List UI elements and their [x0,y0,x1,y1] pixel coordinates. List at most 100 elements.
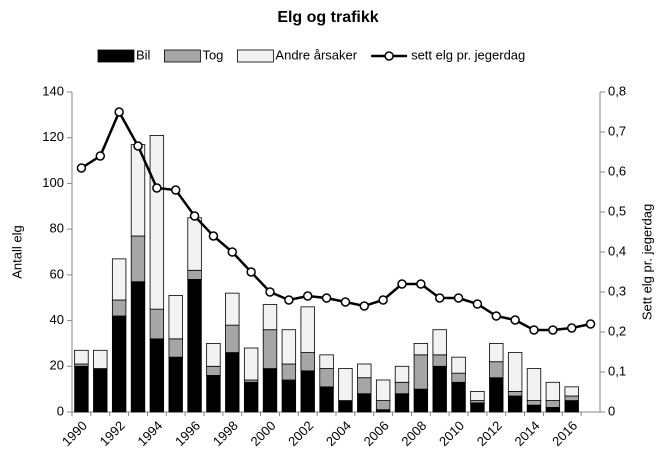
bar-segment [489,377,504,413]
x-tick-label: 2014 [511,418,542,449]
bar-segment [111,258,127,301]
line-marker [548,325,558,335]
legend-swatch [384,51,394,61]
bar-segment [187,269,202,280]
bar-segment [451,356,466,374]
x-tick-label: 2016 [549,418,580,449]
bar-segment [394,381,410,395]
bar-segment [93,349,108,369]
bar-segment [432,354,447,367]
bar-segment [319,354,334,369]
line-marker [265,287,275,297]
x-tick-label: 1990 [59,418,90,449]
bar-segment [357,393,372,413]
bar-segment [225,324,240,353]
line-marker [378,295,388,305]
legend-label: Bil [136,47,151,62]
y-tick-label: 80 [50,221,64,236]
bar-segment [262,329,278,369]
line-marker [208,231,219,241]
bar-segment [225,292,240,326]
line-marker [491,311,502,321]
line-marker [246,267,256,277]
bar-segment [168,356,183,413]
bar-segment [507,352,523,392]
bar-segment [300,370,315,413]
bar-segment [413,354,429,390]
y2-tick-label: 0 [608,403,615,418]
bar-segment [489,361,504,379]
bar-segment [206,365,221,376]
line-marker [170,185,181,195]
line-marker [566,323,577,333]
line-marker [227,247,238,257]
bar-segment [149,135,165,310]
x-tick-label: 2010 [436,418,467,449]
bar-segment [394,365,410,383]
bar-segment [338,368,353,401]
line-marker [321,293,332,303]
bar-segment [432,329,447,356]
line-marker [152,183,162,193]
bar-segment [281,329,297,365]
line-marker [453,293,464,303]
y-tick-label: 0 [57,403,64,418]
bar-segment [130,235,146,283]
legend-swatch [97,49,135,63]
bar-segment [243,381,259,413]
bar-segment [262,368,278,413]
bar-segment [357,363,372,379]
bar-segment [507,391,523,397]
bar-segment [564,395,579,401]
y2-tick-label: 0,1 [608,363,626,378]
bar-segment [526,400,542,406]
bar-segment [338,400,353,413]
y2-tick-label: 0,4 [608,243,626,258]
y2-tick-label: 0,2 [608,323,626,338]
line-marker [340,297,351,307]
x-tick-label: 2002 [285,418,316,449]
bar-segment [111,315,127,413]
x-tick-label: 2004 [323,418,354,449]
bar-segment [206,343,221,367]
line-marker [434,293,445,303]
y-tick-label: 60 [50,266,64,281]
bar-segment [111,299,127,317]
y2-tick-label: 0,3 [608,283,626,298]
bar-segment [507,395,523,413]
line [80,109,591,332]
y-tick-label: 140 [42,83,64,98]
bar-segment [319,386,334,413]
line-marker [76,163,87,173]
x-tick-label: 2008 [398,418,429,449]
y-tick-label: 40 [50,312,64,327]
bar-segment [149,338,165,413]
y-tick-label: 100 [42,175,64,190]
y-axis-label: Antall elg [9,225,24,278]
y2-tick-label: 0,7 [608,123,626,138]
bar-segment [225,352,240,413]
bar-segment [319,368,334,388]
y2-tick-label: 0,8 [608,83,626,98]
line-marker [133,141,143,151]
legend-swatch [164,49,201,63]
bar-segment [526,368,542,401]
bar-segment [281,379,297,413]
line-marker [510,315,520,325]
x-tick-label: 2006 [361,418,392,449]
bar-segment [564,400,579,413]
bar-segment [130,281,146,413]
bar-segment [413,343,429,356]
bar-segment [262,304,278,331]
line-marker [95,151,106,161]
y2-tick-label: 0,5 [608,203,626,218]
bar-segment [74,365,89,413]
bar-segment [470,391,485,401]
bar-segment [149,308,165,340]
y2-tick-label: 0,6 [608,163,626,178]
legend-label: Andre årsaker [275,47,357,62]
bar-segment [375,379,391,401]
legend-swatch [237,49,274,63]
